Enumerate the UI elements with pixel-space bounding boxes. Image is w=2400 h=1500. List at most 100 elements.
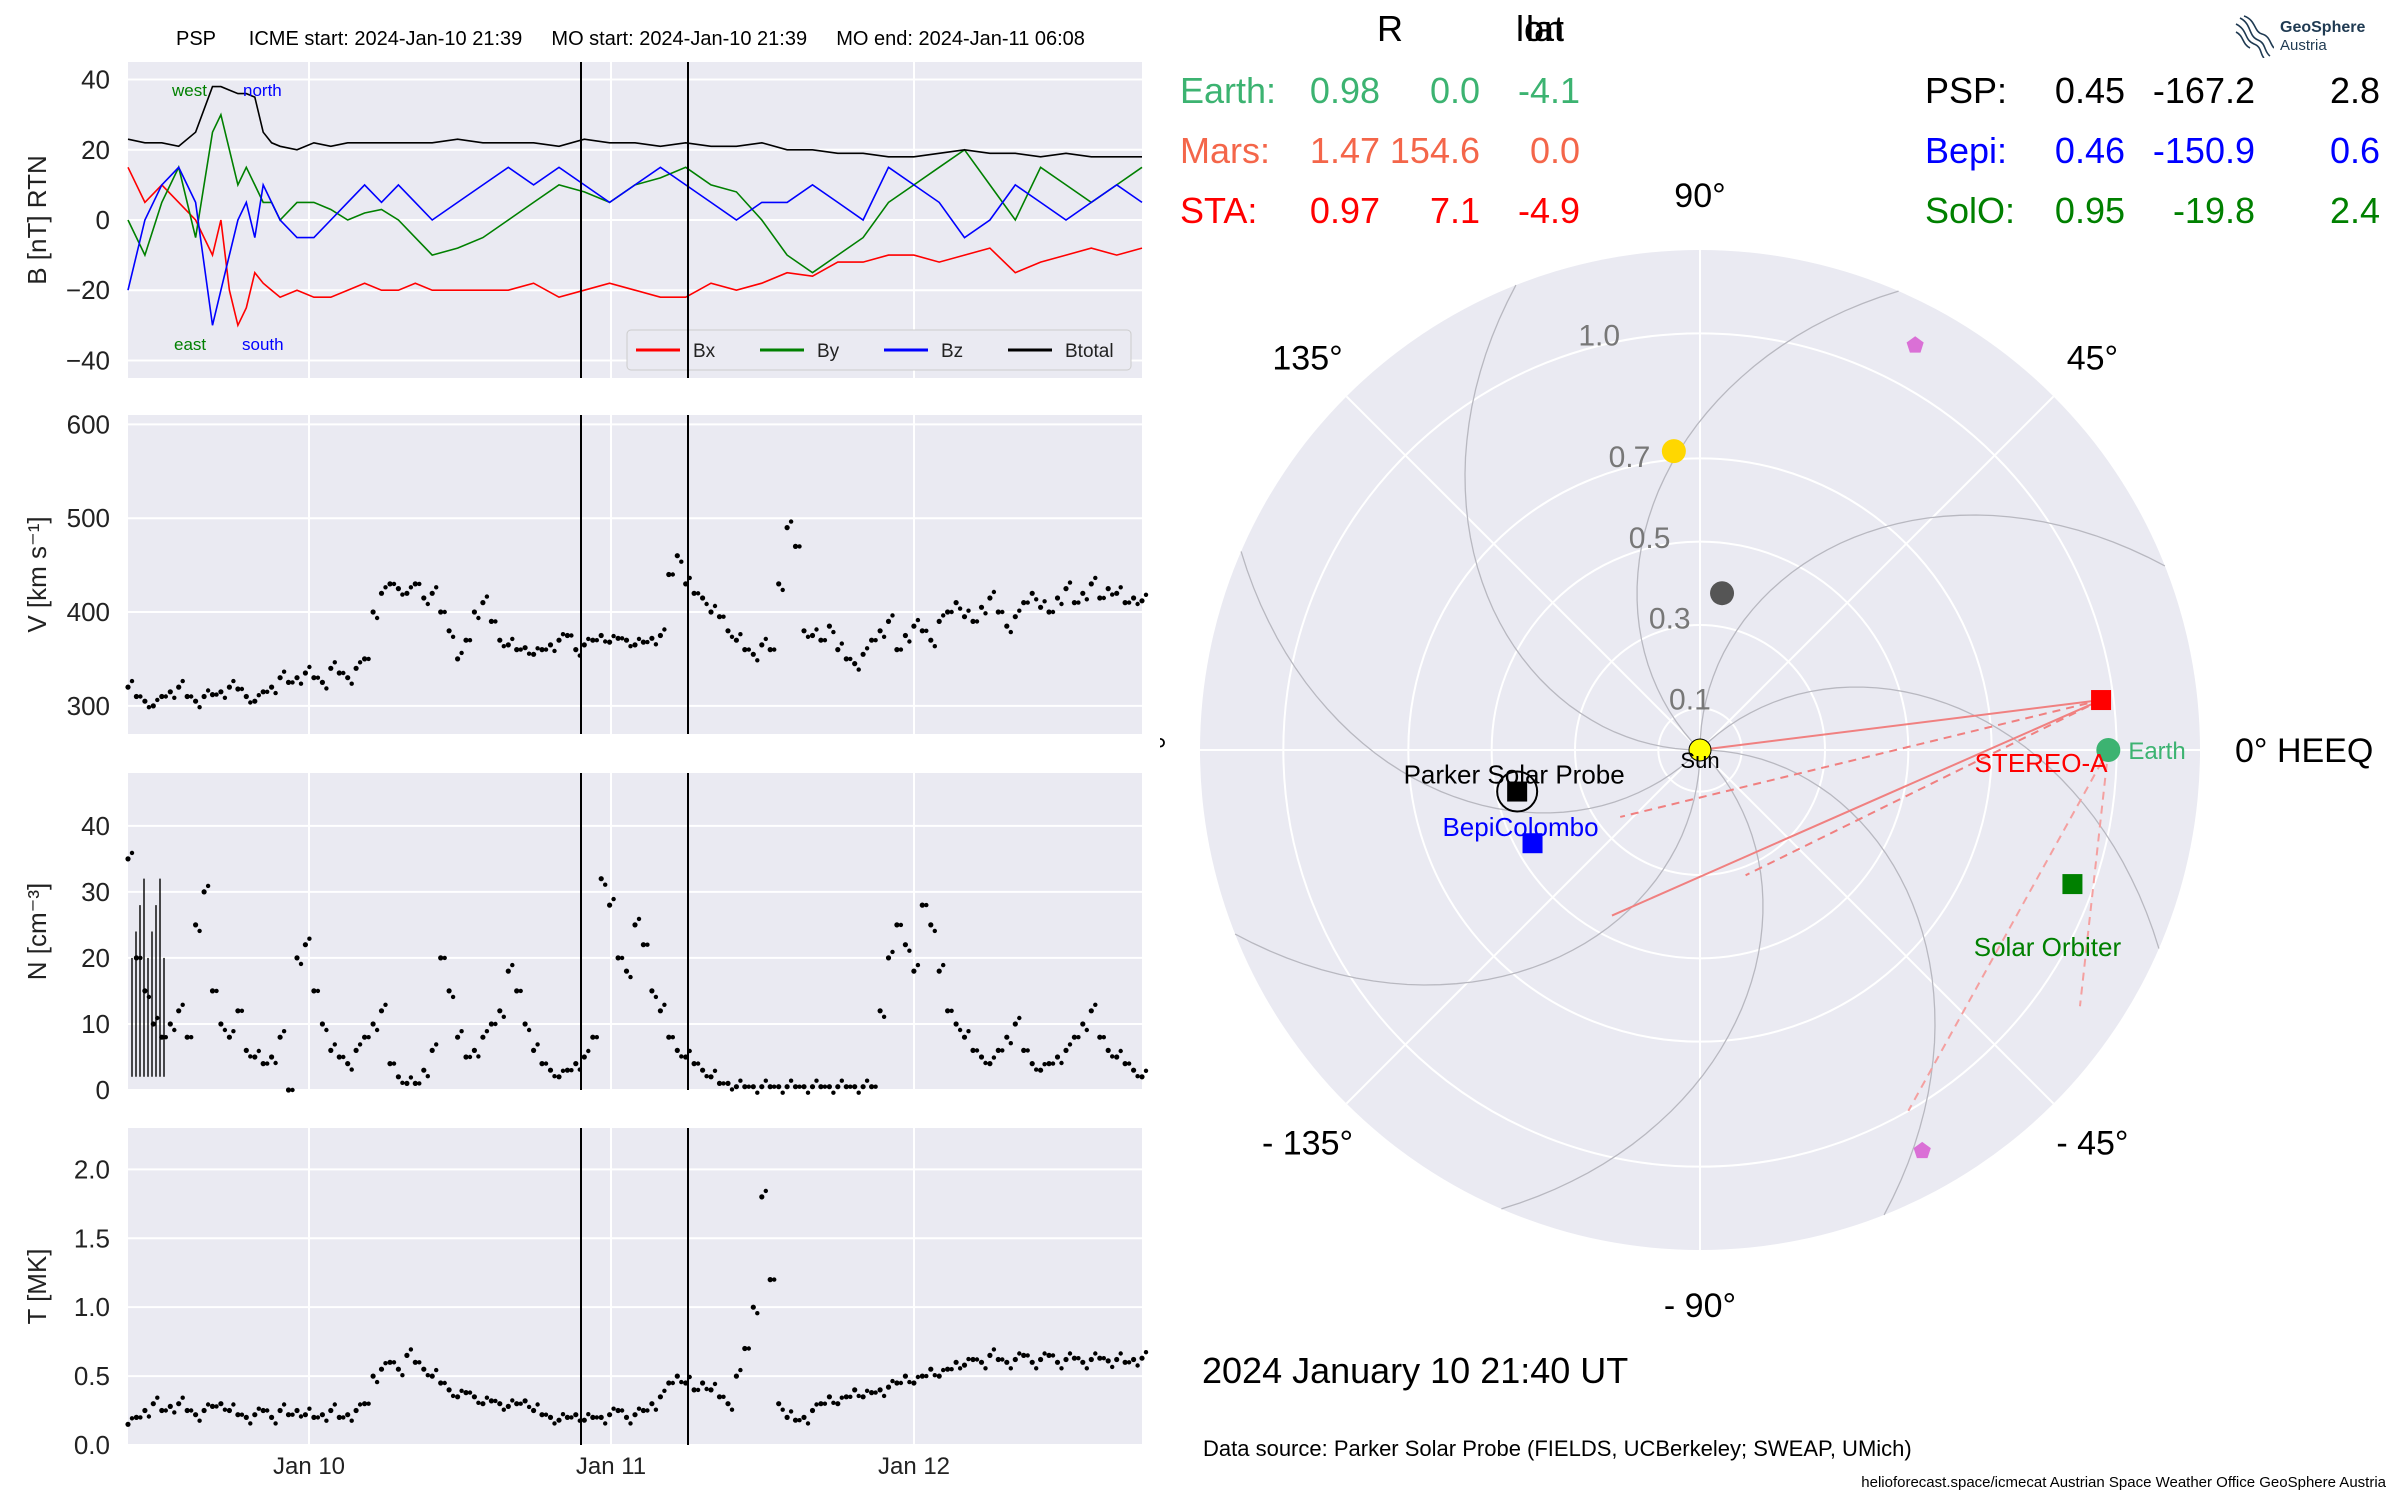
data-point <box>818 637 824 643</box>
data-point <box>721 614 726 619</box>
time-series-panels: 40 20 0 −20 −40 B [nT] RTN west north east south B… <box>22 62 1149 1480</box>
data-point <box>222 1027 228 1033</box>
data-point <box>497 637 503 643</box>
data-point <box>615 635 621 641</box>
data-point <box>983 1060 988 1066</box>
data-point <box>260 1407 266 1414</box>
annotation-south: south <box>242 335 284 354</box>
data-point <box>142 698 148 704</box>
data-point <box>907 1379 912 1385</box>
data-point <box>214 1404 219 1409</box>
row-r: 0.95 <box>2054 190 2125 231</box>
data-point <box>446 988 452 994</box>
radial-tick-label: 1.0 <box>1578 320 1620 353</box>
data-point <box>805 634 811 639</box>
data-point <box>564 1414 571 1420</box>
data-point <box>383 585 388 590</box>
data-point <box>991 589 997 595</box>
data-point <box>919 628 925 634</box>
data-point <box>818 1401 824 1407</box>
header-mo-end: MO end: 2024-Jan-11 06:08 <box>836 28 1085 50</box>
data-point <box>573 1412 579 1418</box>
data-point <box>831 1400 836 1406</box>
data-point <box>716 1080 723 1086</box>
data-point <box>814 1078 819 1083</box>
data-point <box>218 1021 224 1027</box>
row-name: PSP: <box>1925 70 2008 111</box>
data-point <box>265 1408 270 1413</box>
data-point <box>172 695 177 700</box>
data-point <box>357 1042 363 1047</box>
data-point <box>1101 595 1107 601</box>
data-point <box>1063 1047 1069 1053</box>
data-point <box>391 581 397 587</box>
data-point <box>1021 600 1027 606</box>
data-point <box>328 1047 334 1053</box>
series-line-bx <box>127 166 1143 328</box>
data-point <box>1063 586 1069 592</box>
data-point <box>890 949 895 955</box>
data-point <box>569 1415 574 1420</box>
data-point <box>222 1407 228 1412</box>
data-point <box>788 1409 794 1414</box>
data-point <box>987 1061 993 1067</box>
data-point <box>281 1402 287 1407</box>
data-point <box>467 1054 473 1060</box>
data-point <box>552 648 557 654</box>
data-point <box>1114 1356 1120 1363</box>
panel-magnetic-field: 40 20 0 −20 −40 B [nT] RTN west north east south B… <box>22 62 1143 378</box>
data-point <box>1135 601 1140 607</box>
data-point <box>1046 609 1052 615</box>
data-point <box>974 1048 980 1053</box>
data-point <box>526 651 532 656</box>
spiral-arm <box>1234 749 1701 986</box>
data-point <box>949 1367 954 1372</box>
row-name: STA: <box>1180 190 1258 231</box>
series-line-by <box>127 112 1143 274</box>
label-sun: Sun <box>1680 748 1719 773</box>
data-point <box>349 1418 354 1423</box>
data-point <box>780 587 785 593</box>
data-point <box>1126 1360 1132 1365</box>
data-point <box>738 1367 743 1373</box>
data-point <box>814 627 819 632</box>
data-point <box>395 586 401 592</box>
data-point <box>953 1359 959 1365</box>
data-point <box>459 1388 464 1394</box>
data-point <box>1097 595 1103 601</box>
data-point <box>708 609 714 615</box>
data-point <box>873 1390 878 1395</box>
data-point <box>324 1027 329 1033</box>
data-point <box>1000 1048 1005 1053</box>
y-tick-label: 40 <box>81 811 110 841</box>
data-point <box>961 614 968 620</box>
data-point <box>780 1090 785 1095</box>
label-stereo-a: STEREO-A <box>1975 748 2109 778</box>
data-point <box>505 642 511 648</box>
data-point <box>953 600 959 606</box>
spiral-arm <box>1699 749 1936 1216</box>
data-point <box>894 647 900 653</box>
data-point <box>700 595 706 601</box>
earth-ray <box>2078 749 2110 1007</box>
data-point <box>1118 585 1123 590</box>
legend-label: Bx <box>693 341 716 362</box>
y-tick-label: 30 <box>81 877 110 907</box>
data-point <box>755 1090 760 1095</box>
data-point <box>649 988 655 994</box>
data-point <box>729 634 735 639</box>
data-point <box>1131 595 1137 601</box>
data-point <box>163 694 168 699</box>
data-point <box>657 1394 664 1400</box>
data-point <box>1067 580 1073 585</box>
data-point <box>974 619 980 624</box>
data-point <box>581 1417 587 1423</box>
data-point <box>704 1074 709 1079</box>
data-point <box>1029 590 1035 596</box>
data-point <box>387 1359 393 1365</box>
data-point <box>907 948 912 953</box>
y-tick-label: −40 <box>66 345 110 375</box>
data-point <box>949 609 954 615</box>
data-point <box>535 1402 540 1407</box>
marker-object-lower <box>1913 1141 1931 1159</box>
